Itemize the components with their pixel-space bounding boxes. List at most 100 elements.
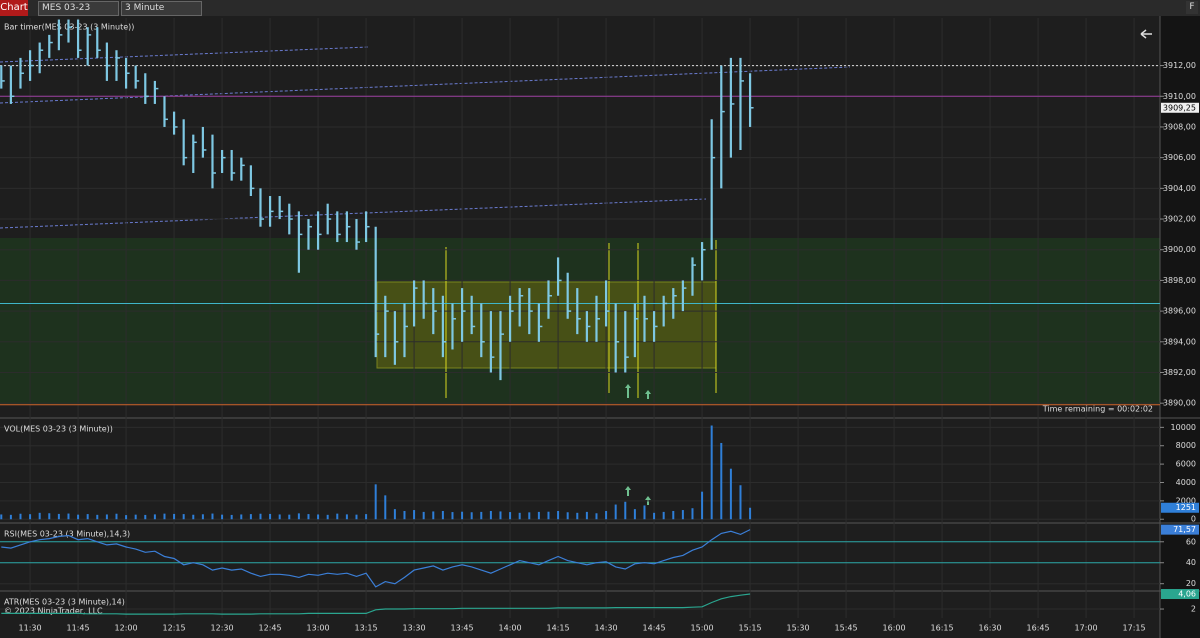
volume-bar (528, 512, 531, 520)
x-tick-label: 13:45 (451, 624, 474, 633)
volume-bar (653, 512, 656, 520)
volume-bar (48, 513, 51, 520)
volume-bar (470, 512, 473, 520)
volume-bar (86, 514, 89, 520)
volume-bar (134, 514, 137, 520)
last-value-label: 4,06 (1178, 590, 1196, 599)
volume-bar (201, 514, 204, 520)
trend-line (0, 46, 369, 63)
volume-bar (153, 514, 156, 520)
y-tick-label: 3910,00 (1163, 92, 1196, 101)
x-tick-label: 13:30 (403, 624, 426, 633)
volume-bar (643, 505, 646, 520)
volume-bar (259, 513, 262, 520)
x-tick-label: 12:15 (163, 624, 186, 633)
volume-bar (489, 510, 492, 520)
volume-bar (614, 504, 617, 520)
y-tick-label: 3894,00 (1163, 337, 1196, 346)
volume-bar (480, 511, 483, 520)
x-tick-label: 12:30 (211, 624, 234, 633)
volume-bar (105, 514, 108, 520)
y-tick-label: 40 (1186, 558, 1196, 567)
x-tick-label: 11:45 (67, 624, 90, 633)
volume-bar (125, 515, 128, 520)
y-tick-label: 3890,00 (1163, 399, 1196, 408)
back-arrow[interactable] (1140, 29, 1152, 39)
y-tick-label: 0 (1191, 515, 1196, 524)
trend-line (0, 198, 707, 229)
volume-bar (230, 514, 233, 520)
volume-bar (173, 513, 176, 520)
x-tick-label: 13:15 (355, 624, 378, 633)
volume-bar (96, 514, 99, 520)
volume-bar (163, 513, 166, 520)
interval-select[interactable]: 3 Minute (121, 1, 202, 16)
last-value-label: 3909,25 (1163, 103, 1196, 112)
volume-bar (211, 513, 214, 520)
volume-bar (691, 508, 694, 520)
x-tick-label: 14:30 (595, 624, 618, 633)
volume-bar (38, 512, 41, 520)
x-tick-label: 15:15 (739, 624, 762, 633)
toolbar: Chart MES 03-23 3 Minute F (0, 0, 1200, 17)
y-tick-label: 2 (1191, 605, 1196, 614)
y-tick-label: 60 (1186, 537, 1196, 546)
volume-bar (269, 513, 272, 520)
volume-bar (374, 484, 377, 520)
indicator-line (1, 529, 751, 588)
x-tick-label: 14:15 (547, 624, 570, 633)
y-tick-label: 3900,00 (1163, 245, 1196, 254)
y-tick-label: 3912,00 (1163, 61, 1196, 70)
y-tick-label: 3898,00 (1163, 276, 1196, 285)
volume-bar (192, 514, 195, 520)
y-tick-label: 10000 (1171, 423, 1196, 432)
volume-bar (710, 425, 713, 520)
volume-bar (19, 513, 22, 520)
f-button[interactable]: F (1186, 1, 1198, 14)
volume-bar (451, 512, 454, 520)
volume-bar (749, 507, 752, 520)
volume-bar (355, 514, 358, 520)
x-tick-label: 12:00 (115, 624, 138, 633)
x-tick-label: 14:45 (643, 624, 666, 633)
indicator-line (1, 593, 751, 615)
panel-title: ATR(MES 03-23 (3 Minute),14) (4, 598, 125, 607)
volume-bar (681, 510, 684, 520)
volume-bar (278, 514, 281, 520)
volume-bar (403, 510, 406, 520)
volume-bar (0, 514, 3, 520)
volume-bar (326, 514, 329, 520)
x-tick-label: 17:00 (1075, 624, 1098, 633)
x-tick-label: 14:00 (499, 624, 522, 633)
x-tick-label: 16:45 (1027, 624, 1050, 633)
volume-bar (345, 514, 348, 520)
volume-bar (413, 510, 416, 520)
x-tick-label: 15:00 (691, 624, 714, 633)
window-title: Chart (0, 0, 28, 16)
volume-bar (441, 510, 444, 520)
volume-bar (672, 510, 675, 520)
signal-arrows (625, 384, 651, 505)
y-tick-label: 3896,00 (1163, 307, 1196, 316)
volume-bar (595, 513, 598, 520)
x-tick-label: 16:30 (979, 624, 1002, 633)
y-tick-label: 3892,00 (1163, 368, 1196, 377)
volume-bar (729, 468, 732, 520)
x-tick-label: 16:15 (931, 624, 954, 633)
y-tick-label: 6000 (1176, 460, 1196, 469)
y-tick-label: 2000 (1176, 496, 1196, 505)
volume-bar (624, 501, 627, 520)
y-tick-label: 4000 (1176, 478, 1196, 487)
volume-bar (537, 511, 540, 520)
range-box (376, 281, 717, 369)
volume-bar (585, 511, 588, 520)
x-tick-label: 11:30 (19, 624, 42, 633)
instrument-select[interactable]: MES 03-23 (38, 1, 119, 16)
volume-bar (662, 511, 665, 520)
x-tick-label: 16:00 (883, 624, 906, 633)
volume-bar (240, 514, 243, 520)
volume-bar (67, 513, 70, 520)
chart: 11:30 11:45 12:00 12:15 12:30 12:45 13:00 13:15… (0, 16, 1200, 638)
panel-title: RSI(MES 03-23 (3 Minute),14,3) (4, 530, 130, 539)
